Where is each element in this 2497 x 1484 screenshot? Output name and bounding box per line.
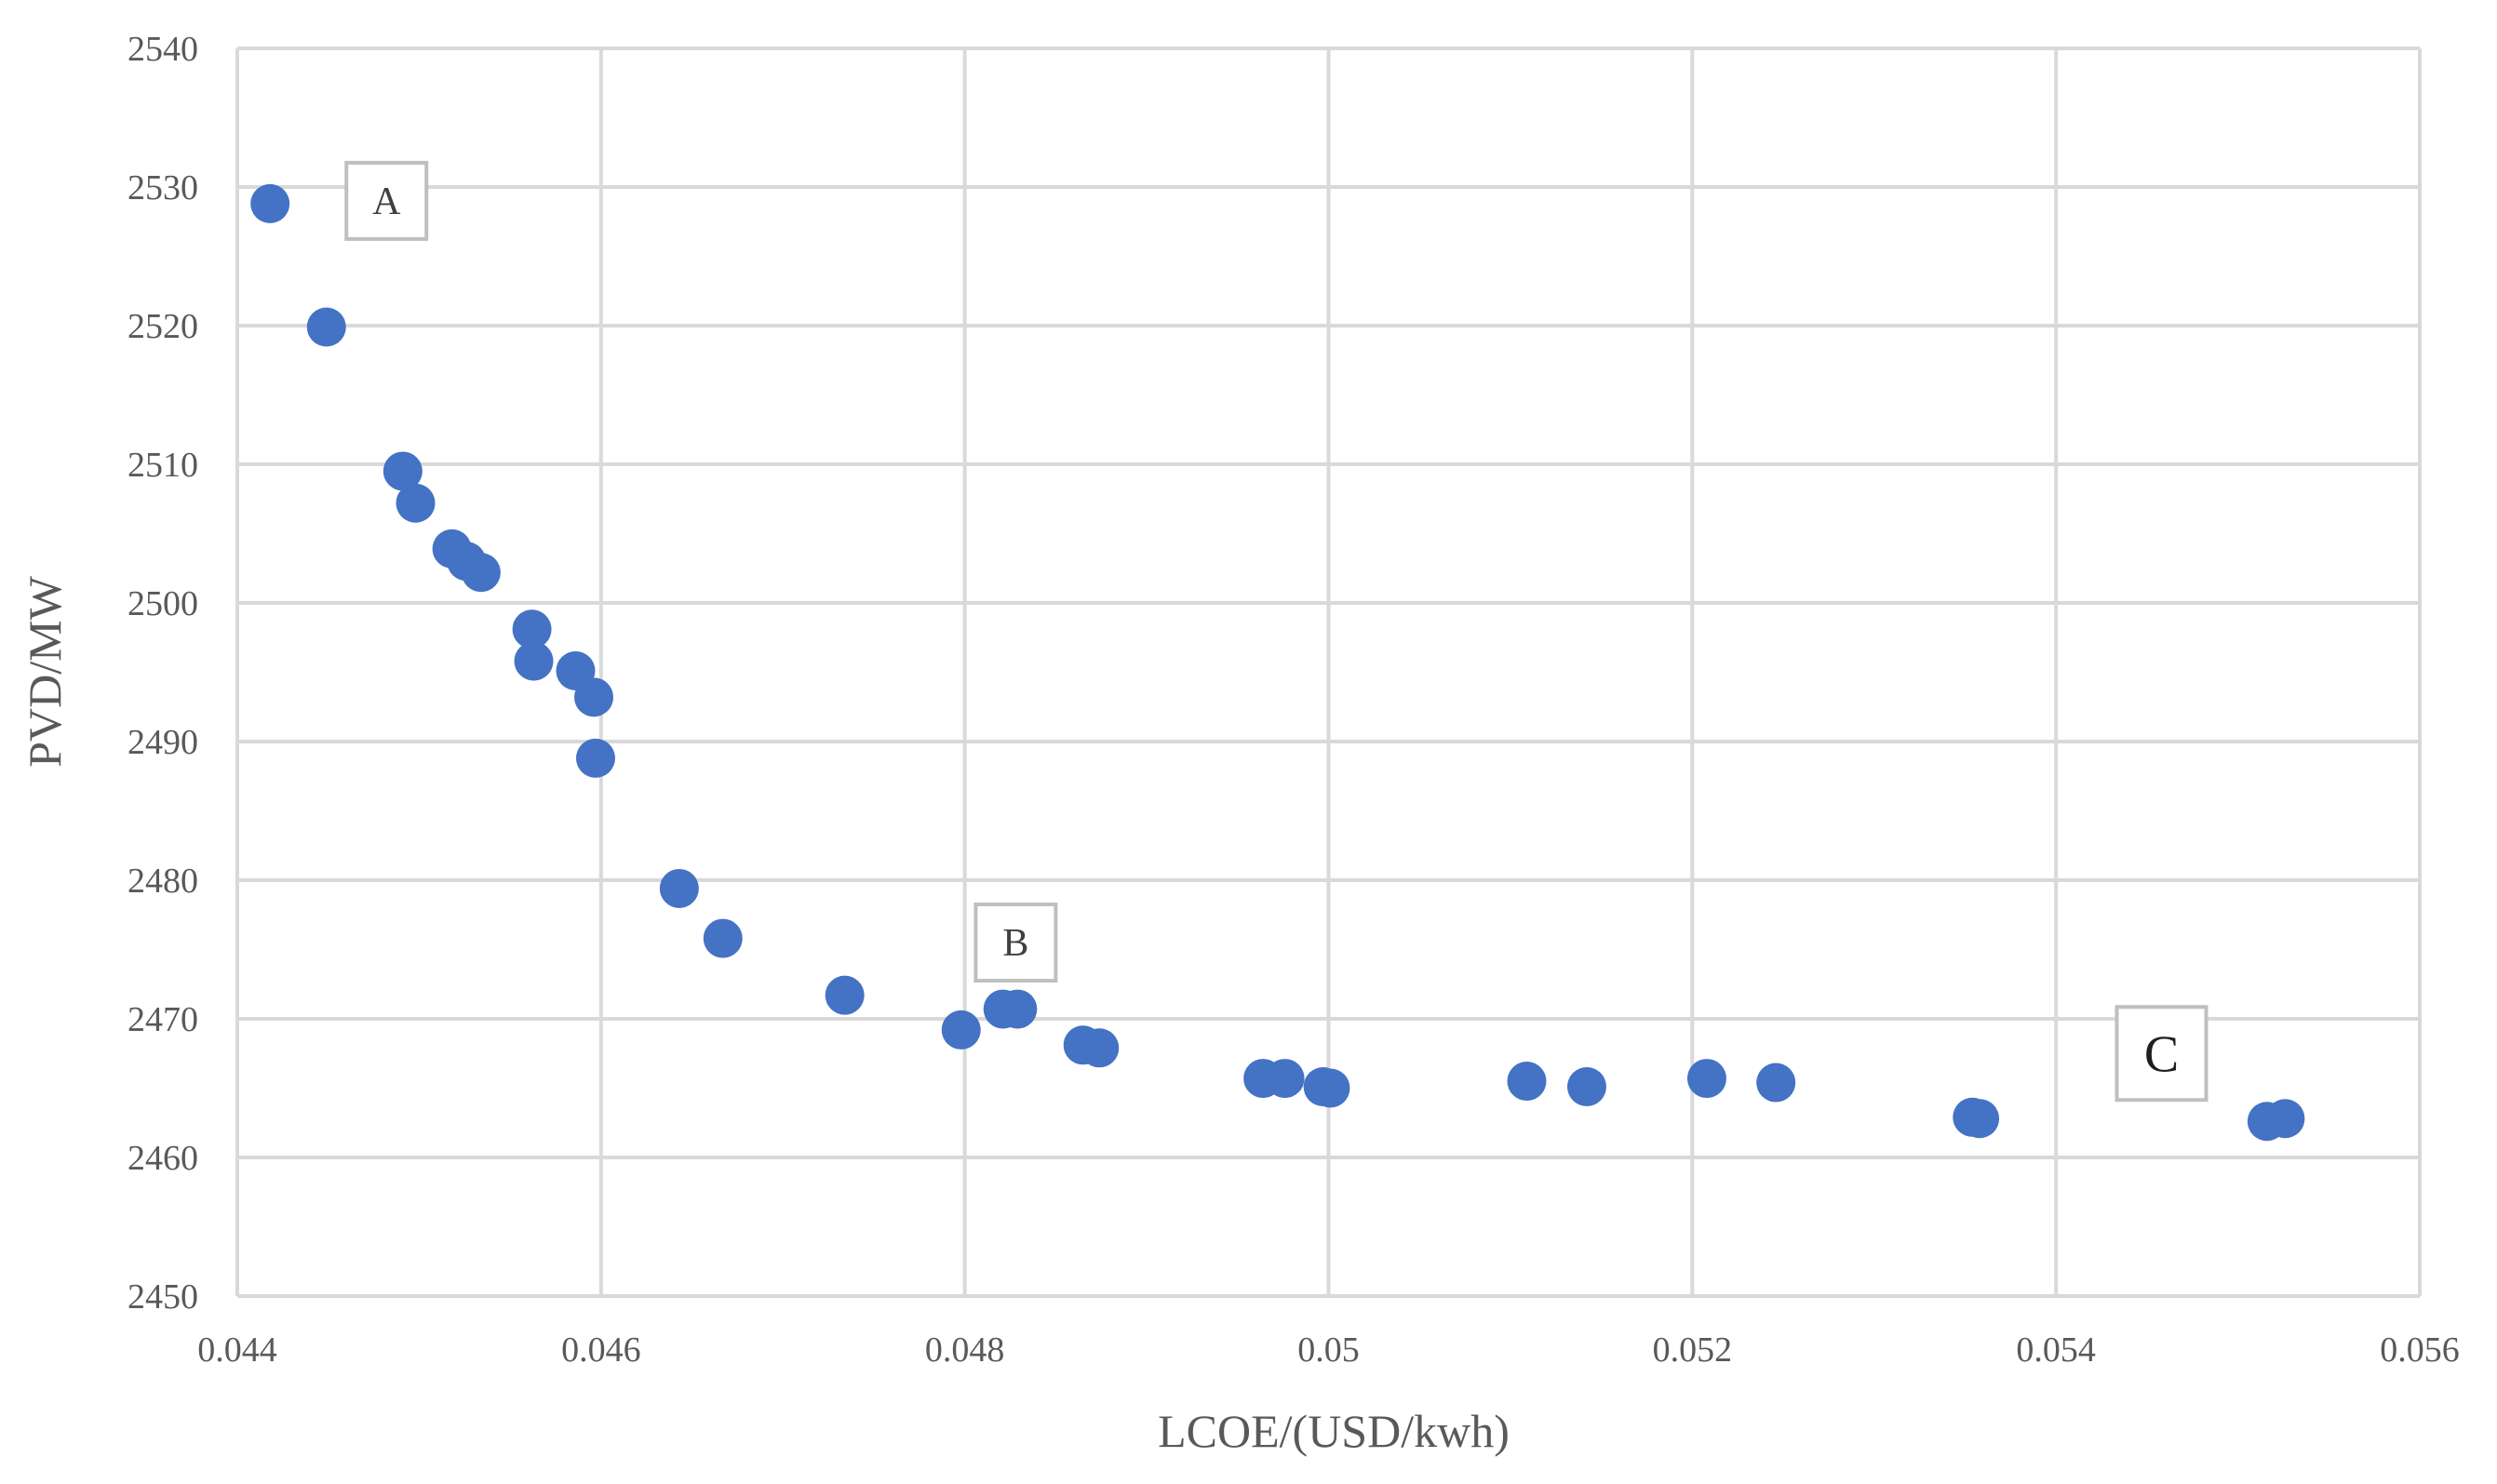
- data-point: [306, 307, 346, 347]
- data-point: [659, 868, 699, 908]
- data-point: [703, 918, 743, 958]
- x-tick-label: 0.046: [561, 1330, 641, 1370]
- tick-labels: 2450 2460 2470 2480 2490 2500 2510 2520 2530 2540…: [128, 30, 2460, 1370]
- y-tick-label: 2460: [128, 1139, 198, 1178]
- data-point: [461, 553, 501, 593]
- annotation-label: B: [1002, 922, 1028, 965]
- x-tick-label: 0.044: [197, 1330, 277, 1370]
- annotation-box: [973, 902, 1058, 983]
- data-point: [512, 609, 552, 649]
- data-point: [998, 989, 1038, 1029]
- y-tick-label: 2500: [128, 584, 198, 623]
- annotation-box: [344, 160, 429, 241]
- y-tick-label: 2530: [128, 168, 198, 207]
- y-tick-label: 2450: [128, 1277, 198, 1317]
- y-tick-label: 2540: [128, 30, 198, 69]
- data-point: [383, 451, 423, 491]
- data-point: [514, 641, 554, 681]
- data-point: [1080, 1028, 1120, 1068]
- y-tick-label: 2510: [128, 446, 198, 485]
- data-point: [1960, 1099, 2000, 1139]
- annotations: A B C: [344, 160, 2208, 1103]
- data-point: [1507, 1062, 1547, 1102]
- x-tick-label: 0.05: [1297, 1330, 1360, 1370]
- y-tick-label: 2520: [128, 307, 198, 346]
- x-axis-title: LCOE/(USD/kwh): [1158, 1405, 1510, 1457]
- data-point: [250, 183, 290, 223]
- data-points: [250, 183, 2305, 1142]
- x-tick-label: 0.048: [925, 1330, 1005, 1370]
- data-point: [825, 975, 865, 1015]
- y-tick-label: 2470: [128, 1000, 198, 1039]
- x-tick-label: 0.056: [2380, 1330, 2460, 1370]
- x-tick-label: 0.052: [1653, 1330, 1733, 1370]
- annotation-label: A: [372, 180, 401, 223]
- data-point: [2265, 1099, 2305, 1139]
- data-point: [1265, 1059, 1305, 1099]
- data-point: [1756, 1063, 1796, 1103]
- y-tick-label: 2480: [128, 862, 198, 901]
- data-point: [575, 738, 615, 778]
- y-tick-label: 2490: [128, 723, 198, 762]
- data-point: [574, 677, 614, 717]
- data-point: [1686, 1059, 1726, 1099]
- data-point: [1310, 1068, 1350, 1108]
- data-point: [1566, 1067, 1606, 1107]
- x-tick-label: 0.054: [2016, 1330, 2096, 1370]
- y-axis-title: PVD/MW: [19, 575, 71, 767]
- annotation-box: [2114, 1005, 2208, 1103]
- data-point: [396, 483, 436, 523]
- annotation-label: C: [2144, 1025, 2179, 1083]
- data-point: [941, 1009, 981, 1049]
